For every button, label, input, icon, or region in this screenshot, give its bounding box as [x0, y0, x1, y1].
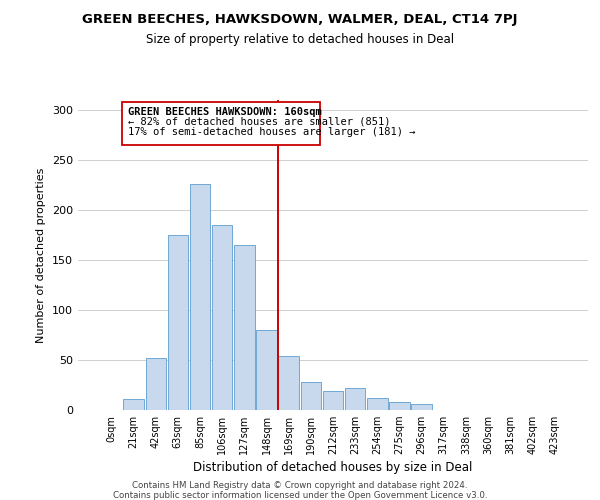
Text: Contains public sector information licensed under the Open Government Licence v3: Contains public sector information licen… — [113, 491, 487, 500]
Bar — [412, 404, 432, 410]
Bar — [256, 330, 277, 410]
Bar — [124, 399, 144, 410]
Bar — [234, 245, 254, 410]
Bar — [122, 102, 320, 145]
Bar — [367, 398, 388, 410]
Bar — [167, 235, 188, 410]
Bar — [389, 402, 410, 410]
Bar — [301, 382, 321, 410]
Bar — [345, 388, 365, 410]
Y-axis label: Number of detached properties: Number of detached properties — [37, 168, 46, 342]
Text: GREEN BEECHES HAWKSDOWN: 160sqm: GREEN BEECHES HAWKSDOWN: 160sqm — [128, 107, 322, 117]
Text: 17% of semi-detached houses are larger (181) →: 17% of semi-detached houses are larger (… — [128, 127, 415, 137]
Bar — [146, 358, 166, 410]
Bar — [323, 391, 343, 410]
Bar — [278, 356, 299, 410]
Text: Contains HM Land Registry data © Crown copyright and database right 2024.: Contains HM Land Registry data © Crown c… — [132, 481, 468, 490]
Bar — [190, 184, 210, 410]
X-axis label: Distribution of detached houses by size in Deal: Distribution of detached houses by size … — [193, 462, 473, 474]
Bar — [212, 225, 232, 410]
Text: ← 82% of detached houses are smaller (851): ← 82% of detached houses are smaller (85… — [128, 117, 391, 127]
Text: Size of property relative to detached houses in Deal: Size of property relative to detached ho… — [146, 32, 454, 46]
Text: GREEN BEECHES, HAWKSDOWN, WALMER, DEAL, CT14 7PJ: GREEN BEECHES, HAWKSDOWN, WALMER, DEAL, … — [82, 12, 518, 26]
